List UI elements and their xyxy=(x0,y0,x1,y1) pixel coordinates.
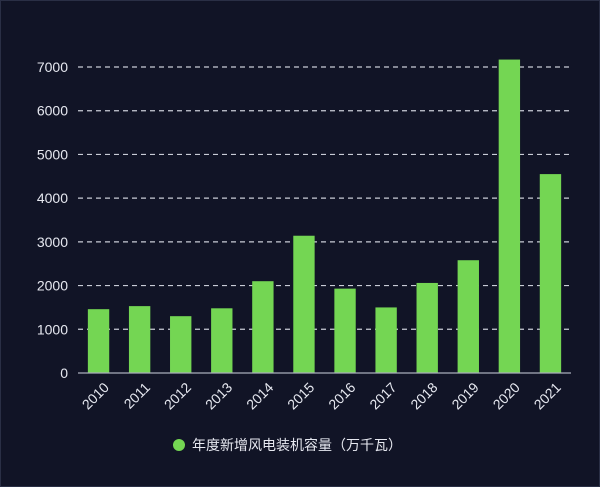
grid-lines xyxy=(78,66,571,330)
bar-2019[interactable] xyxy=(457,260,479,373)
x-tick-label: 2013 xyxy=(202,379,235,412)
bar-2014[interactable] xyxy=(252,281,274,373)
bar-2017[interactable] xyxy=(375,307,397,373)
bars xyxy=(87,59,562,373)
legend-swatch-icon[interactable] xyxy=(173,439,185,451)
bar-2012[interactable] xyxy=(170,316,192,373)
legend[interactable]: 年度新增风电装机容量（万千瓦） xyxy=(173,437,402,453)
y-tick-label: 7000 xyxy=(37,59,68,75)
bar-2020[interactable] xyxy=(498,59,521,373)
x-tick-label: 2018 xyxy=(407,379,440,412)
x-tick-label: 2016 xyxy=(325,379,358,412)
y-tick-label: 1000 xyxy=(37,321,68,337)
y-tick-label: 3000 xyxy=(37,234,68,250)
y-tick-label: 6000 xyxy=(37,103,68,119)
x-tick-labels: 2010 2011 2012 2013 2014 2015 2016 2017 2018 2019… xyxy=(79,379,564,412)
bar-2013[interactable] xyxy=(211,308,233,373)
legend-label[interactable]: 年度新增风电装机容量（万千瓦） xyxy=(192,437,402,453)
y-tick-label: 4000 xyxy=(37,190,68,206)
bar-2016[interactable] xyxy=(334,288,356,373)
bar-2010[interactable] xyxy=(87,309,110,373)
y-tick-label: 0 xyxy=(60,365,68,381)
y-tick-label: 2000 xyxy=(37,278,68,294)
x-tick-label: 2011 xyxy=(121,379,154,412)
bar-2021[interactable] xyxy=(539,174,562,373)
x-tick-label: 2015 xyxy=(284,379,317,412)
x-tick-label: 2012 xyxy=(161,379,194,412)
y-tick-label: 5000 xyxy=(37,146,68,162)
x-tick-label: 2021 xyxy=(531,379,564,412)
x-tick-label: 2014 xyxy=(243,379,276,412)
x-tick-label: 2019 xyxy=(448,379,481,412)
bar-2011[interactable] xyxy=(128,306,151,373)
bar-2015[interactable] xyxy=(293,235,315,373)
x-tick-label: 2017 xyxy=(366,379,399,412)
x-tick-label: 2020 xyxy=(490,379,523,412)
x-tick-label: 2010 xyxy=(79,379,112,412)
y-tick-labels: 0 1000 2000 3000 4000 5000 6000 7000 xyxy=(37,59,68,381)
bar-2018[interactable] xyxy=(416,282,438,373)
